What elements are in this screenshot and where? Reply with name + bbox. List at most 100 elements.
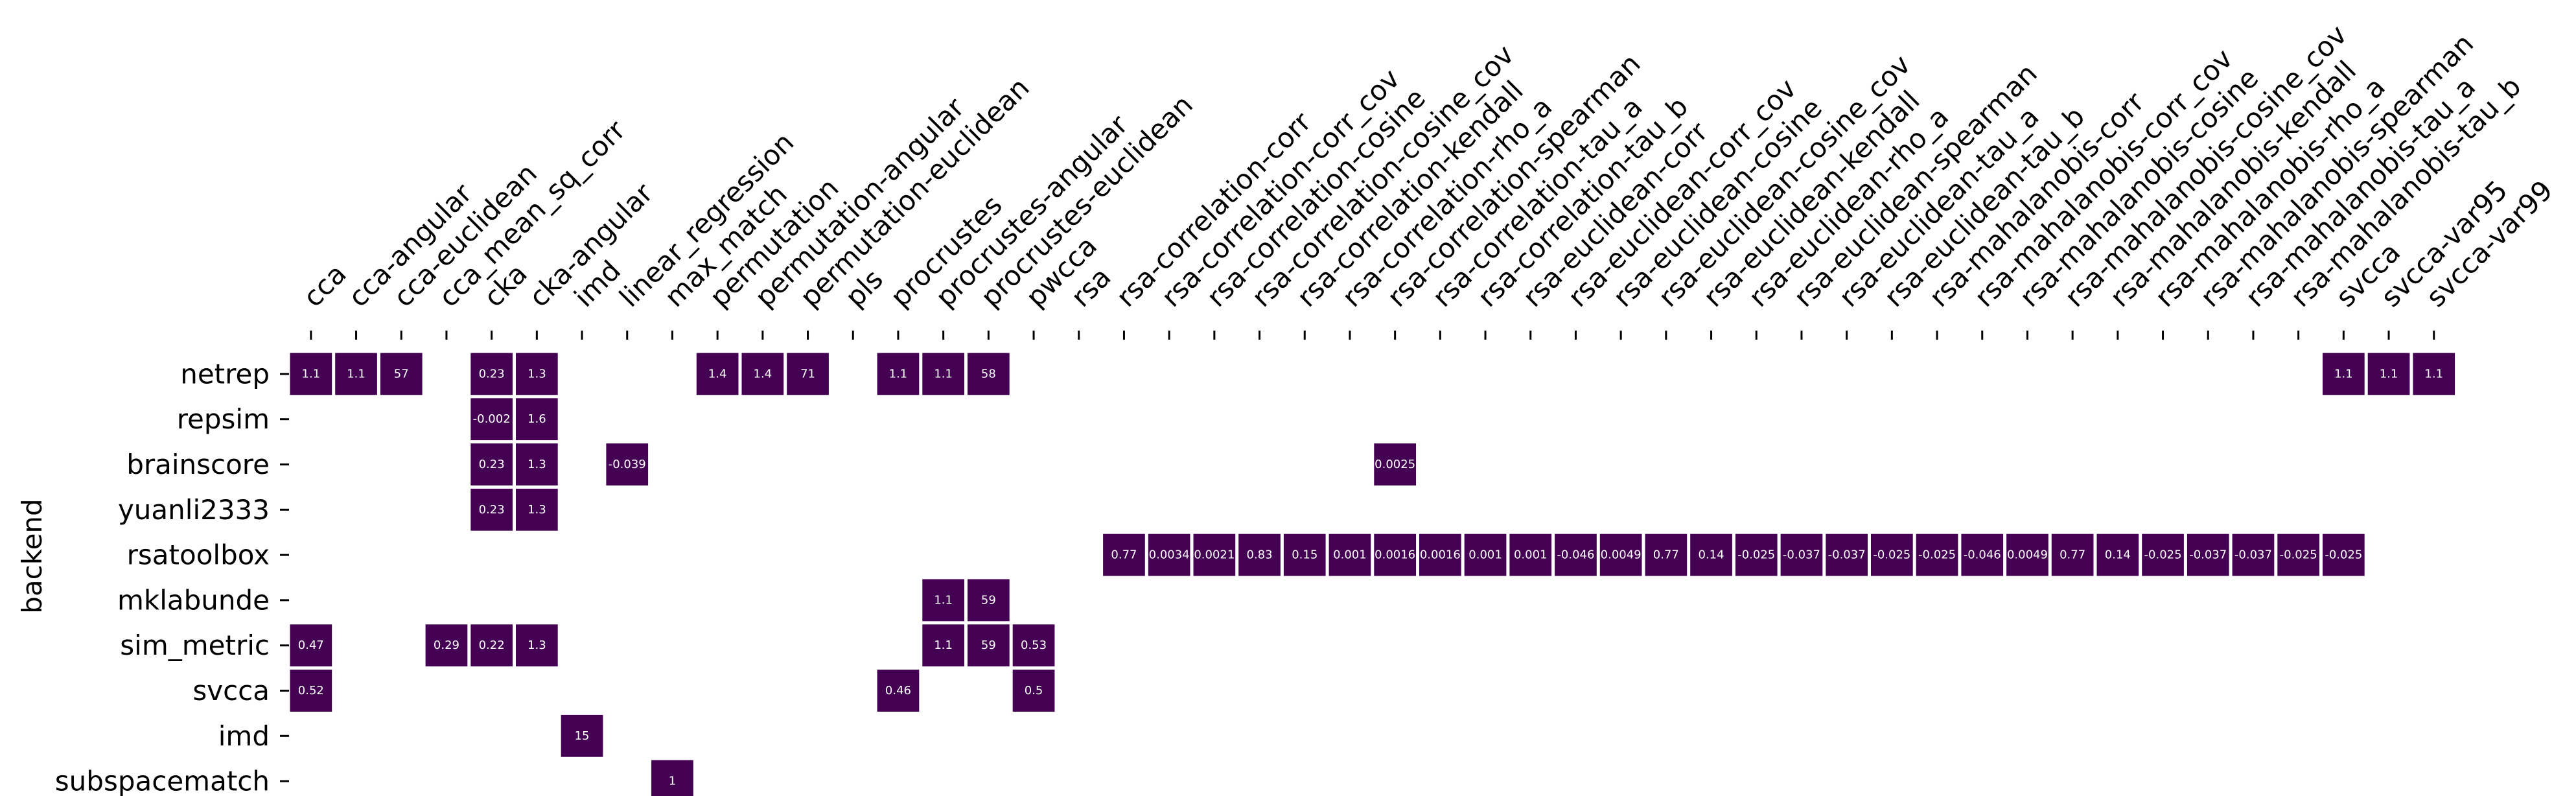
cell-value-label: 0.22: [479, 638, 505, 652]
cell-value-label: 0.0016: [1420, 548, 1461, 562]
y-tick-label-imd: imd: [218, 720, 270, 752]
cell-rect: [1780, 533, 1823, 576]
cell-value-label: 0.83: [1247, 548, 1273, 562]
cell-value-label: 1.1: [302, 367, 321, 380]
cell-rect: [696, 353, 739, 395]
heatmap-cell-netrep-permutation-angular: 1.4: [741, 353, 784, 395]
cell-rect: [1645, 533, 1688, 576]
heatmap-cell-netrep-cca: 1.1: [290, 353, 332, 395]
row-labels: netrep repsim brainscore yuanli2333 rsatoolb…: [55, 358, 270, 796]
cell-rect: [1735, 533, 1778, 576]
cell-rect: [1374, 533, 1416, 576]
cell-value-label: 1.1: [2424, 367, 2443, 380]
heatmap-cell-rsatoolbox-rsa-correlation-tau-a: 0.0016: [1419, 533, 1461, 576]
cell-value-label: 1.1: [934, 593, 953, 607]
heatmap-cell-rsatoolbox-rsa-mahalanobis-spearman: -0.037: [2187, 533, 2229, 576]
cell-value-label: -0.025: [1737, 548, 1775, 562]
heatmap-cell-rsatoolbox-rsa-mahalanobis-cosine: 0.0049: [2006, 533, 2048, 576]
heatmap-cell-netrep-svcca-var99: 1.1: [2413, 353, 2455, 395]
cell-value-label: 1.6: [528, 412, 546, 426]
cell-rect: [561, 714, 603, 757]
heatmap-cell-netrep-procrustes-angular: 1.1: [922, 353, 964, 395]
heatmap-cell-rsatoolbox-rsa-euclidean-spearman: -0.037: [1780, 533, 1823, 576]
heatmap-cell-rsatoolbox-rsa-correlation-corr-cov: 0.0034: [1148, 533, 1190, 576]
y-axis-label: backend: [16, 498, 48, 613]
heatmap-cell-rsatoolbox-rsa-mahalanobis-corr: -0.025: [1916, 533, 1958, 576]
heatmap-cell-rsatoolbox-rsa-correlation-cosine-cov: 0.83: [1238, 533, 1281, 576]
cell-rect: [1012, 624, 1055, 667]
cell-value-label: 59: [981, 638, 996, 652]
column-labels: ccacca-angularcca-euclideancca_mean_sq_c…: [297, 19, 2559, 313]
heatmap-cell-subspacematch-max-match: 1: [651, 760, 693, 796]
heatmap-cell-rsatoolbox-rsa-euclidean-tau-b: -0.025: [1871, 533, 1913, 576]
cell-rect: [606, 443, 649, 486]
heatmap-cell-rsatoolbox-rsa-euclidean-rho-a: -0.025: [1735, 533, 1778, 576]
heatmap-cell-yuanli2333-cka-angular: 1.3: [516, 488, 558, 531]
cell-rect: [470, 353, 513, 395]
cell-value-label: 1.3: [528, 367, 546, 380]
cell-value-label: 1.1: [934, 638, 953, 652]
heatmap-cell-rsatoolbox-rsa-euclidean-cosine-cov: 0.77: [1645, 533, 1688, 576]
cell-rect: [290, 624, 332, 667]
heatmap-cell-netrep-procrustes-euclidean: 58: [968, 353, 1010, 395]
y-tick-label-rsatoolbox: rsatoolbox: [127, 539, 270, 571]
cell-rect: [1555, 533, 1597, 576]
cell-value-label: 0.0025: [1375, 458, 1415, 471]
cell-value-label: -0.025: [2325, 548, 2362, 562]
cell-rect: [1329, 533, 1371, 576]
cell-value-label: 0.0021: [1194, 548, 1235, 562]
cell-value-label: 0.0049: [1601, 548, 1642, 562]
cell-rect: [1690, 533, 1732, 576]
cell-value-label: -0.037: [2189, 548, 2227, 562]
cell-value-label: 0.77: [1111, 548, 1137, 562]
cell-value-label: 0.77: [1653, 548, 1679, 562]
cell-value-label: -0.025: [2144, 548, 2182, 562]
cell-value-label: 0.23: [479, 367, 505, 380]
heatmap-cell-rsatoolbox-rsa-mahalanobis-tau-b: -0.025: [2277, 533, 2319, 576]
cell-value-label: 0.77: [2060, 548, 2085, 562]
cell-rect: [741, 353, 784, 395]
y-tick-label-netrep: netrep: [180, 358, 270, 390]
cell-rect: [1103, 533, 1145, 576]
heatmap-cell-rsatoolbox-rsa-correlation-cosine: 0.0021: [1193, 533, 1236, 576]
heatmap-cell-netrep-svcca: 1.1: [2323, 353, 2365, 395]
cell-rect: [516, 353, 558, 395]
cell-rect: [516, 398, 558, 441]
cell-rect: [1916, 533, 1958, 576]
heatmap-cell-netrep-permutation-euclidean: 71: [787, 353, 829, 395]
heatmap-cell-svcca-procrustes: 0.46: [877, 670, 920, 712]
y-tick-label-brainscore: brainscore: [126, 449, 270, 480]
heatmap-cell-repsim-cka-angular: 1.6: [516, 398, 558, 441]
cell-rect: [877, 353, 920, 395]
heatmap-cell-netrep-procrustes: 1.1: [877, 353, 920, 395]
heatmap-cell-sim-metric-procrustes-angular: 1.1: [922, 624, 964, 667]
cell-rect: [1509, 533, 1552, 576]
heatmap-cell-rsatoolbox-rsa-mahalanobis-rho-a: -0.025: [2142, 533, 2184, 576]
cell-value-label: 0.29: [434, 638, 459, 652]
heatmap-cell-netrep-cka: 0.23: [470, 353, 513, 395]
cell-rect: [1238, 533, 1281, 576]
cell-value-label: 0.0016: [1375, 548, 1415, 562]
cell-rect: [516, 488, 558, 531]
y-tick-label-repsim: repsim: [177, 403, 270, 435]
cell-rect: [1419, 533, 1461, 576]
cell-value-label: 0.14: [1699, 548, 1724, 562]
heatmap-cell-netrep-cka-angular: 1.3: [516, 353, 558, 395]
heatmap-cell-repsim-cka: -0.002: [470, 398, 513, 441]
heatmap-cell-rsatoolbox-svcca: -0.025: [2323, 533, 2365, 576]
cell-value-label: 15: [575, 729, 590, 743]
heatmap-cell-rsatoolbox-rsa-correlation-tau-b: 0.001: [1464, 533, 1507, 576]
cell-rect: [516, 443, 558, 486]
cell-rect: [2323, 533, 2365, 576]
cell-value-label: 1: [669, 775, 676, 788]
cell-rect: [380, 353, 423, 395]
cell-value-label: 0.0049: [2007, 548, 2048, 562]
cell-rect: [425, 624, 468, 667]
cell-value-label: 0.001: [1468, 548, 1502, 562]
heatmap-cell-svcca-pwcca: 0.5: [1012, 670, 1055, 712]
heatmap-cells: 1.1 1.1 57 0.23 1.3 1.4 1.4 71 1.1 1.1 58 1.1 1.1 1.1…: [290, 353, 2455, 796]
heatmap-cell-mklabunde-procrustes-angular: 1.1: [922, 579, 964, 622]
heatmap-cell-sim-metric-procrustes-euclidean: 59: [968, 624, 1010, 667]
heatmap-cell-rsatoolbox-rsa-mahalanobis-tau-a: -0.037: [2232, 533, 2275, 576]
